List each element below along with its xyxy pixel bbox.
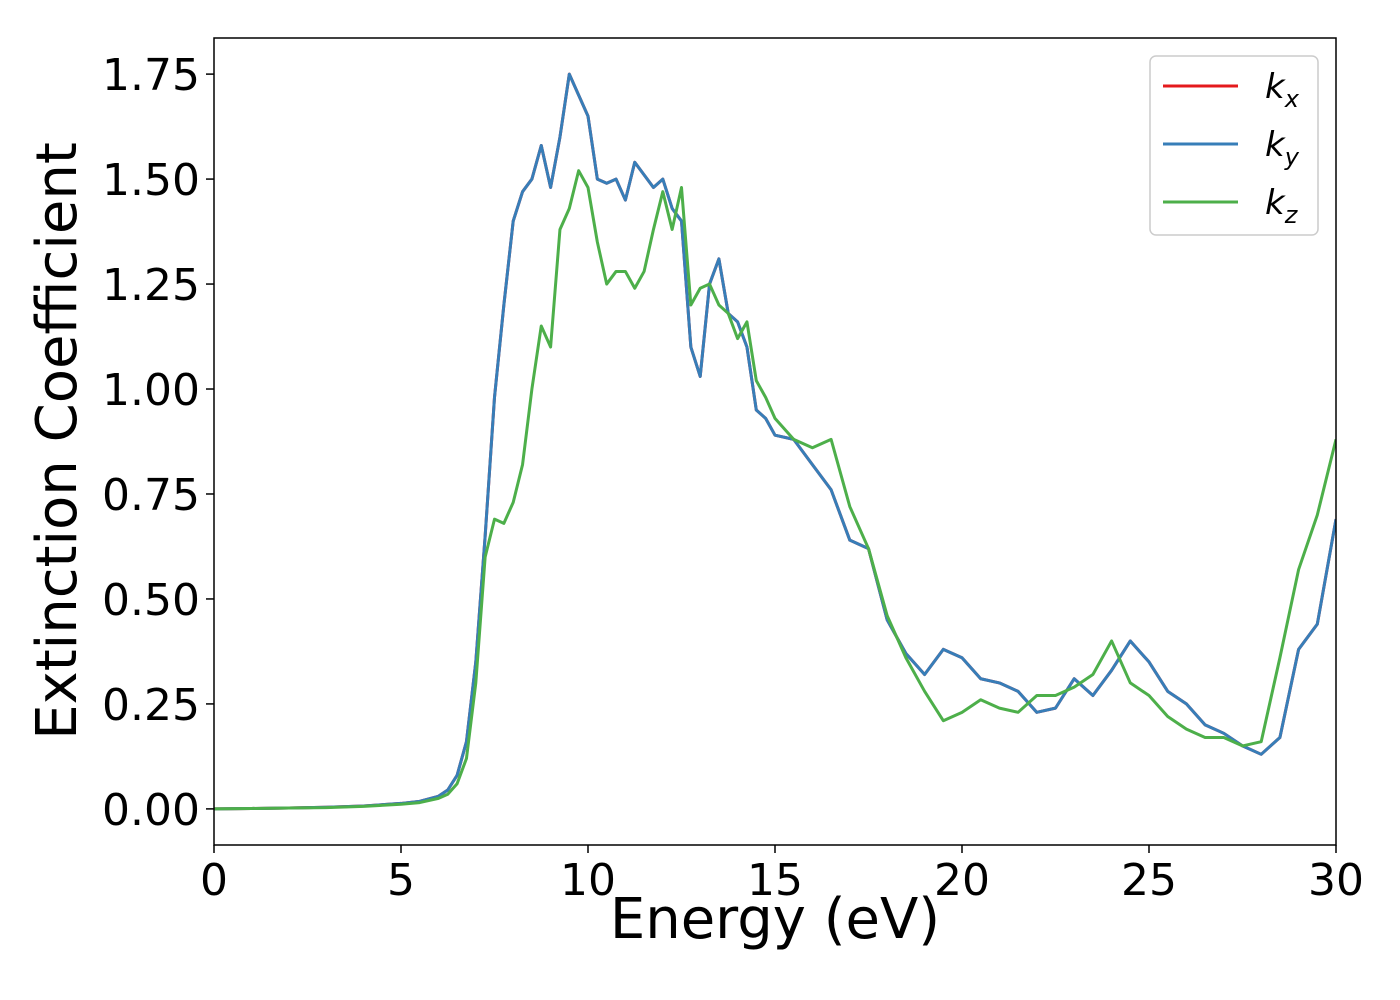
y-tick-label: 0.25	[102, 680, 200, 731]
y-tick-label: 1.75	[102, 50, 200, 101]
x-axis-label: Energy (eV)	[610, 887, 940, 952]
y-tick-label: 0.00	[102, 785, 200, 836]
data-line	[214, 169, 1336, 811]
y-tick-label: 1.50	[102, 155, 200, 206]
plot-area	[214, 72, 1336, 811]
y-tick-label: 1.25	[102, 260, 200, 311]
y-tick-label: 0.50	[102, 575, 200, 626]
legend-label: kz	[1265, 183, 1299, 229]
x-tick-label: 15	[747, 855, 803, 906]
x-tick-label: 10	[560, 855, 616, 906]
y-axis-label: Extinction Coefficient	[25, 142, 90, 740]
x-tick-label: 0	[200, 855, 228, 906]
legend-label: ky	[1265, 125, 1300, 171]
y-tick-label: 0.75	[102, 470, 200, 521]
legend-label: kx	[1265, 67, 1300, 113]
x-tick-label: 20	[934, 855, 990, 906]
x-tick-label: 30	[1308, 855, 1364, 906]
x-tick-label: 25	[1121, 855, 1177, 906]
data-line	[214, 72, 1336, 811]
y-tick-label: 1.00	[102, 365, 200, 416]
x-tick-label: 5	[387, 855, 415, 906]
